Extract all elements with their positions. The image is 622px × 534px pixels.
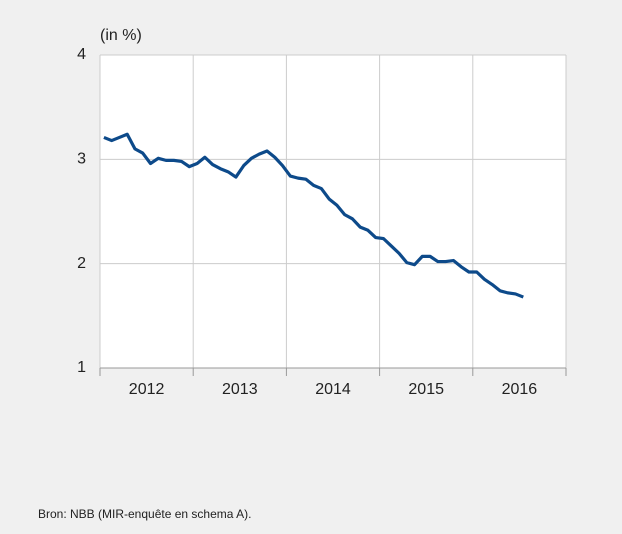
x-tick-label: 2012	[129, 381, 165, 398]
x-tick-label: 2014	[315, 381, 351, 398]
y-tick-label: 4	[77, 46, 86, 63]
y-unit-label: (in %)	[100, 27, 142, 44]
source-note: Bron: NBB (MIR-enquête en schema A).	[38, 507, 251, 521]
y-tick-label: 2	[77, 255, 86, 272]
y-tick-label: 3	[77, 151, 86, 168]
y-tick-label: 1	[77, 359, 86, 376]
x-tick-label: 2015	[408, 381, 444, 398]
x-tick-label: 2013	[222, 381, 258, 398]
data-line	[103, 132, 524, 299]
x-tick-label: 2016	[502, 381, 538, 398]
plot-area	[100, 55, 566, 368]
